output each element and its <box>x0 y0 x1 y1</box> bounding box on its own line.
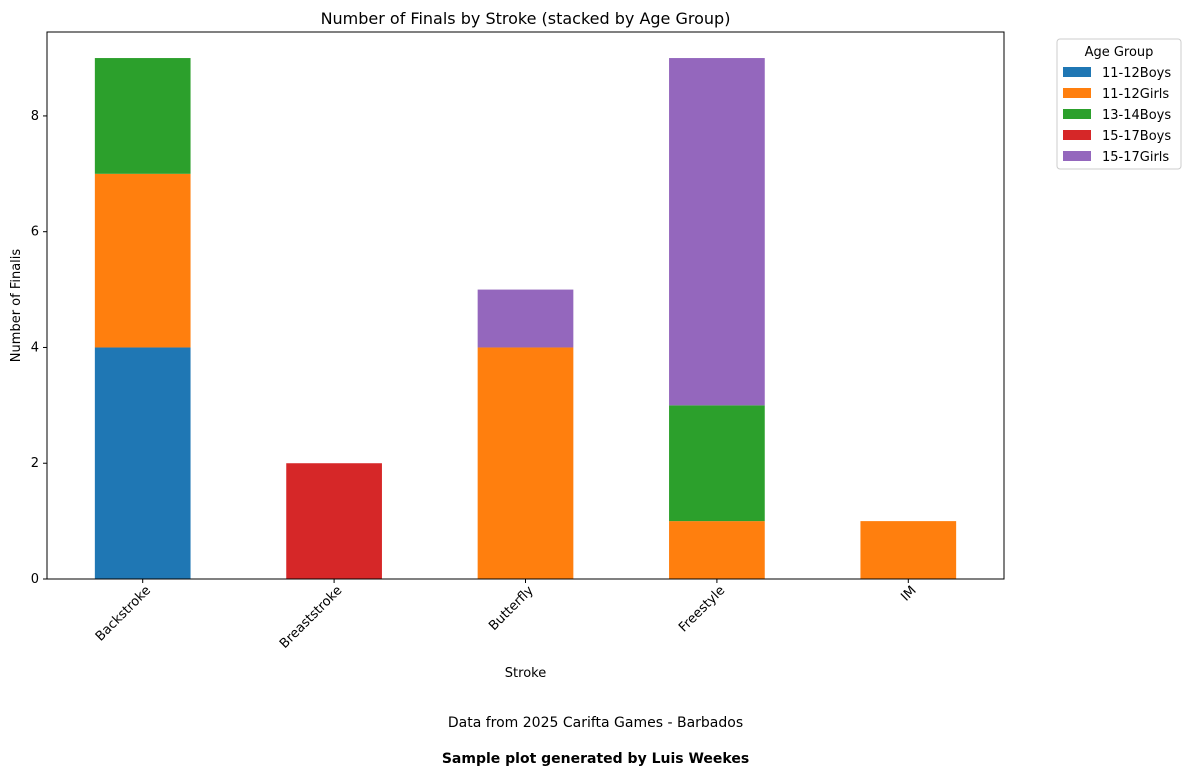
y-tick-label: 8 <box>31 109 39 124</box>
x-tick-label: Butterfly <box>486 583 537 634</box>
legend-title: Age Group <box>1085 45 1154 60</box>
stacked-bar-chart: Number of Finals by Stroke (stacked by A… <box>9 9 1182 681</box>
x-tick-label: Freestyle <box>676 583 728 635</box>
y-tick-label: 6 <box>31 225 39 240</box>
legend-label-15-17girls: 15-17Girls <box>1102 150 1169 165</box>
y-axis: 0 2 4 6 8 <box>31 109 47 587</box>
legend-swatch-11-12boys <box>1063 67 1091 77</box>
legend-label-11-12girls: 11-12Girls <box>1102 87 1169 102</box>
x-tick-label: Breaststroke <box>277 583 345 651</box>
credit-note: Sample plot generated by Luis Weekes <box>441 751 750 767</box>
bars-group <box>94 58 957 579</box>
legend-swatch-13-14boys <box>1063 109 1091 119</box>
bar-backstroke-13-14boys <box>94 58 191 174</box>
legend-swatch-11-12girls <box>1063 88 1091 98</box>
bar-im-11-12girls <box>860 521 957 579</box>
legend: Age Group 11-12Boys 11-12Girls 13-14Boys 15… <box>1056 38 1182 170</box>
source-note: Data from 2025 Carifta Games - Barbados <box>447 715 744 731</box>
bar-freestyle-15-17girls <box>669 58 765 406</box>
bar-backstroke-11-12girls <box>94 173 191 348</box>
bar-freestyle-13-14boys <box>669 405 765 522</box>
y-axis-label: Number of Finalis <box>9 249 24 363</box>
x-tick-label: Backstroke <box>93 583 154 644</box>
y-tick-label: 4 <box>31 340 39 355</box>
bar-butterfly-15-17girls <box>477 289 574 348</box>
plot-frame <box>46 31 1005 580</box>
y-tick-label: 0 <box>31 572 39 587</box>
bar-butterfly-11-12girls <box>477 347 574 579</box>
legend-items: 11-12Boys 11-12Girls 13-14Boys 15-17Boys 15-… <box>1063 66 1171 165</box>
x-tick-label: IM <box>898 583 919 604</box>
chart-title: Number of Finals by Stroke (stacked by A… <box>321 9 731 28</box>
x-axis: Backstroke Breaststroke Butterfly Freestyle… <box>93 579 920 652</box>
legend-swatch-15-17boys <box>1063 130 1091 140</box>
bar-freestyle-11-12girls <box>669 521 765 579</box>
legend-label-13-14boys: 13-14Boys <box>1102 108 1171 123</box>
legend-label-15-17boys: 15-17Boys <box>1102 129 1171 144</box>
bar-breaststroke-15-17boys <box>286 463 382 579</box>
y-tick-label: 2 <box>31 456 39 471</box>
legend-label-11-12boys: 11-12Boys <box>1102 66 1171 81</box>
legend-swatch-15-17girls <box>1063 151 1091 161</box>
bar-backstroke-11-12boys <box>94 347 191 579</box>
x-axis-label: Stroke <box>505 666 546 681</box>
